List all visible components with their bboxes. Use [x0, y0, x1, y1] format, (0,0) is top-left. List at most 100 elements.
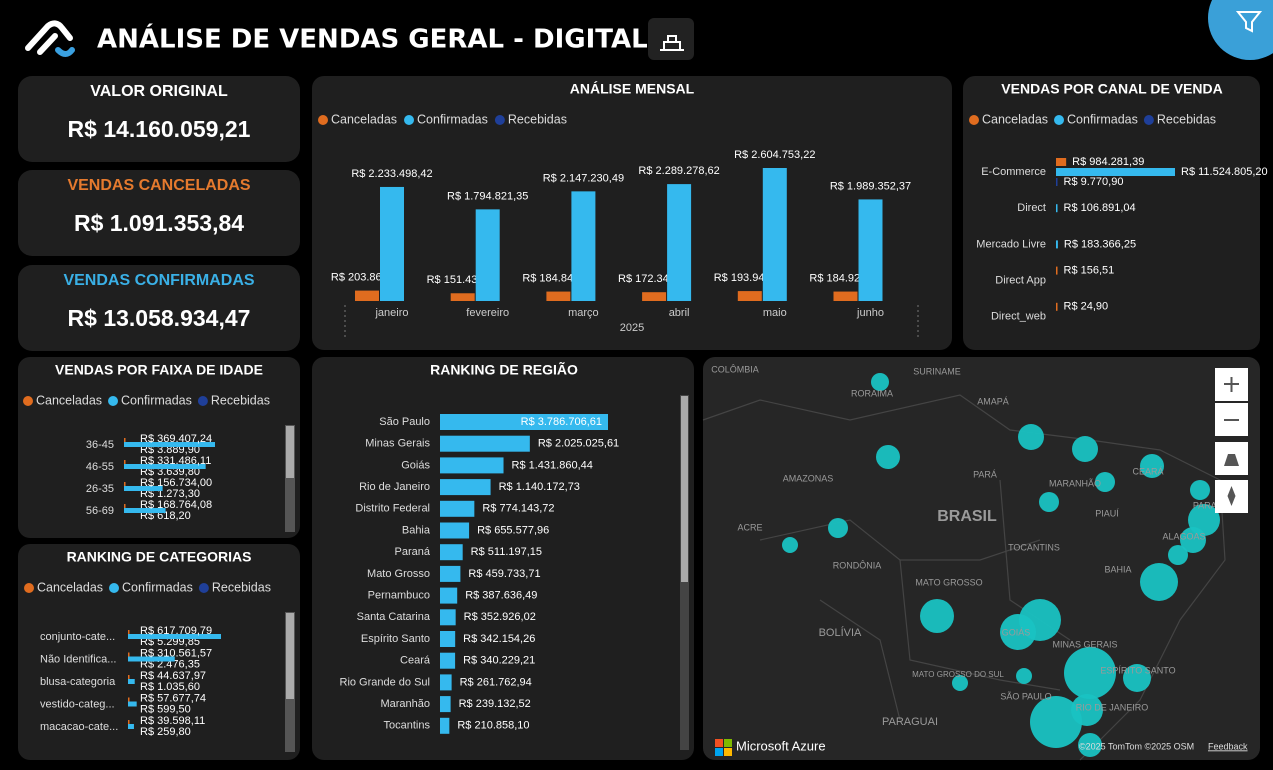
bar: [440, 414, 608, 430]
bar: [128, 697, 130, 703]
map-label: PIAUÍ: [1095, 508, 1119, 518]
map-label: BAHIA: [1104, 564, 1131, 574]
bar: [440, 565, 461, 582]
map-feedback[interactable]: Feedback: [1208, 741, 1248, 751]
map-label: SÃO PAULO: [1000, 691, 1051, 701]
category-label: 36-45: [86, 439, 114, 451]
panel-title: RANKING DE CATEGORIAS: [67, 549, 252, 565]
category-label: Espírito Santo: [361, 633, 430, 645]
legend-label: Recebidas: [212, 580, 271, 594]
legend-marker: [108, 396, 119, 406]
data-label: R$ 156,51: [1064, 265, 1115, 277]
data-label: R$ 599,50: [140, 703, 191, 715]
category-label: Tocantins: [384, 720, 431, 732]
map[interactable]: COLÔMBIA SURINAME RORAIMA AMAPÁ AMAZONAS…: [702, 357, 1260, 761]
filter-button[interactable]: [1208, 0, 1273, 60]
map-bubble: [952, 675, 968, 691]
bar: [128, 724, 134, 729]
bar: [440, 435, 530, 452]
category-label: macacao-cate...: [40, 721, 118, 733]
data-label: R$ 1.989.352,37: [830, 180, 911, 192]
bar: [1056, 178, 1058, 186]
map-bubble: [1123, 664, 1151, 692]
map-bubble: [1140, 563, 1178, 601]
bar: [667, 184, 692, 301]
data-label: R$ 57.677,74: [140, 692, 206, 704]
map-label: SURINAME: [913, 366, 961, 376]
legend-marker: [198, 583, 209, 593]
data-label: R$ 1.035,60: [140, 681, 200, 693]
bar: [440, 587, 458, 604]
scroll-thumb[interactable]: [286, 426, 294, 478]
bookmark-button[interactable]: [648, 18, 694, 60]
kpi-title: VENDAS CANCELADAS: [67, 177, 250, 194]
panel: [312, 357, 694, 760]
bar: [128, 656, 175, 662]
map-bubble: [871, 373, 889, 391]
map-label: MARANHÃO: [1049, 478, 1101, 488]
legend-label: Canceladas: [331, 112, 397, 126]
category-label: Goiás: [401, 459, 430, 471]
kpi-value: R$ 1.091.353,84: [74, 210, 244, 236]
map-bubble: [876, 445, 900, 469]
bar: [1056, 266, 1058, 275]
bar: [1056, 302, 1058, 311]
kpi-value: R$ 14.160.059,21: [68, 116, 251, 142]
panel-title: RANKING DE REGIÃO: [430, 361, 578, 378]
category-label: vestido-categ...: [40, 698, 115, 710]
bar: [128, 630, 130, 635]
category-label: conjunto-cate...: [40, 631, 115, 643]
ms-logo: [715, 748, 723, 756]
data-label: R$ 1.431.860,44: [512, 459, 593, 471]
data-label: R$ 459.733,71: [468, 568, 540, 580]
map-attribution: ©2025 TomTom ©2025 OSM: [1079, 741, 1194, 751]
map-bubble: [1030, 696, 1082, 748]
panel: [312, 76, 952, 350]
legend-label: Confirmadas: [121, 393, 192, 407]
category-label: Rio de Janeiro: [359, 481, 430, 493]
x-tick-label: março: [568, 307, 599, 319]
bar: [124, 442, 215, 447]
data-label: R$ 2.233.498,42: [351, 168, 432, 180]
category-label: Distrito Federal: [355, 503, 430, 515]
bar: [440, 652, 456, 669]
bar: [355, 290, 379, 301]
filter-icon: [1235, 11, 1263, 33]
data-label: R$ 352.926,02: [464, 611, 536, 623]
x-tick-label: fevereiro: [466, 307, 509, 319]
category-label: Paraná: [395, 546, 431, 558]
legend-label: Confirmadas: [122, 580, 193, 594]
panel-title: ANÁLISE MENSAL: [570, 81, 695, 97]
panel-title: VENDAS POR CANAL DE VENDA: [1001, 81, 1222, 97]
ms-logo: [724, 739, 732, 747]
legend-marker: [1143, 115, 1154, 125]
data-label: R$ 1.140.172,73: [499, 481, 580, 493]
data-label: R$ 511.197,15: [471, 546, 542, 558]
logo: [25, 20, 75, 57]
scroll-thumb[interactable]: [681, 396, 688, 582]
bar: [858, 199, 883, 301]
map-label: CEARÁ: [1132, 466, 1163, 476]
bar: [571, 191, 596, 301]
legend-label: Recebidas: [1157, 112, 1216, 126]
bar: [1056, 158, 1067, 166]
data-label: R$ 617.709,79: [140, 625, 212, 637]
legend-marker: [969, 115, 979, 125]
legend-marker: [24, 583, 34, 593]
bar: [124, 508, 166, 513]
bar: [440, 457, 504, 474]
bar: [124, 486, 163, 491]
scrollbar[interactable]: [285, 425, 295, 532]
category-label: Santa Catarina: [357, 611, 431, 623]
map-label: GOIÁS: [1002, 627, 1031, 637]
bar: [642, 292, 667, 301]
legend-marker: [494, 115, 505, 125]
ms-logo: [715, 739, 723, 747]
data-label: R$ 210.858,10: [457, 720, 529, 732]
bar: [380, 186, 404, 301]
scroll-thumb[interactable]: [286, 613, 294, 699]
map-label: ACRE: [737, 522, 762, 532]
map-bubble: [1039, 492, 1059, 512]
map-bubbles: [782, 373, 1220, 757]
category-label: Ceará: [400, 655, 431, 667]
